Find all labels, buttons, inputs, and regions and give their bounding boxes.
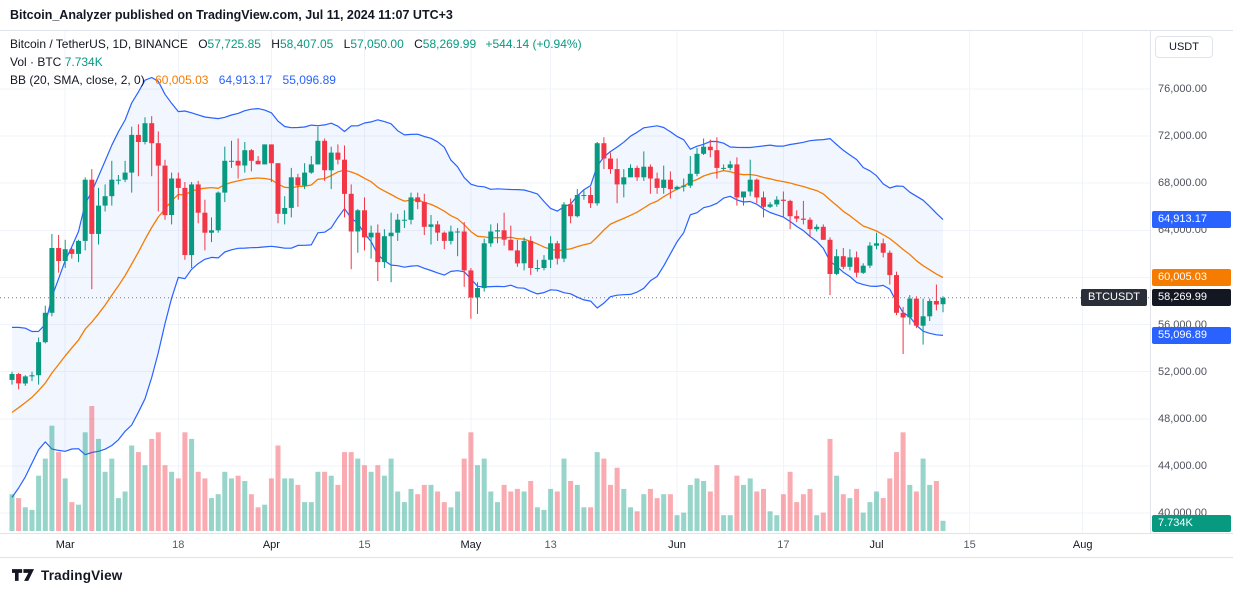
- open-label: O: [198, 37, 208, 51]
- symbol-legend-row: Bitcoin / TetherUS, 1D, BINANCE O57,725.…: [10, 35, 582, 53]
- high-value: 58,407.05: [279, 37, 334, 51]
- attribution-text: Bitcoin_Analyzer published on TradingVie…: [10, 8, 453, 22]
- chart-widget: Bitcoin / TetherUS, 1D, BINANCE O57,725.…: [0, 30, 1233, 534]
- bb-basis-value: 60,005.03: [155, 73, 209, 87]
- volume-badge: 7.734K: [1152, 515, 1231, 532]
- symbol-price-tag: BTCUSDT: [1081, 289, 1147, 307]
- high-label: H: [271, 37, 280, 51]
- time-tick-label: 17: [777, 539, 790, 551]
- close-label: C: [414, 37, 423, 51]
- attribution-bar: Bitcoin_Analyzer published on TradingVie…: [0, 0, 1233, 30]
- currency-toggle[interactable]: USDT: [1155, 36, 1213, 58]
- change-value: +544.14 (+0.94%): [485, 37, 582, 51]
- price-axis[interactable]: USDT 76,000.00 72,000.00 68,000.00 64,000.0…: [1150, 31, 1233, 534]
- time-axis[interactable]: Mar 18 Apr 15 May 13 Jun 17 Jul 15 Aug: [0, 533, 1233, 557]
- last-price-badge: 58,269.99: [1152, 289, 1231, 307]
- price-tick-label: 48,000.00: [1158, 412, 1207, 425]
- low-label: L: [343, 37, 351, 51]
- chart-legend: Bitcoin / TetherUS, 1D, BINANCE O57,725.…: [10, 35, 582, 89]
- price-pane[interactable]: Bitcoin / TetherUS, 1D, BINANCE O57,725.…: [0, 31, 1150, 534]
- time-tick-label: Apr: [262, 539, 280, 551]
- bb-upper-value: 64,913.17: [218, 73, 273, 87]
- candlestick-chart[interactable]: [0, 31, 1150, 534]
- bb-upper-badge: 64,913.17: [1152, 211, 1231, 229]
- bb-indicator-label[interactable]: BB (20, SMA, close, 2, 0): [10, 73, 145, 87]
- bb-legend-row: BB (20, SMA, close, 2, 0) 60,005.03 64,9…: [10, 71, 582, 89]
- time-tick-label: Mar: [55, 539, 75, 551]
- symbol-title[interactable]: Bitcoin / TetherUS, 1D, BINANCE: [10, 37, 188, 51]
- low-value: 57,050.00: [350, 37, 404, 51]
- price-tick-label: 68,000.00: [1158, 177, 1207, 190]
- time-tick-label: Jul: [869, 539, 884, 551]
- bb-basis-badge: 60,005.03: [1152, 268, 1231, 286]
- footer-bar: TradingView: [0, 557, 1233, 592]
- time-tick-label: 15: [963, 539, 976, 551]
- time-tick-label: Jun: [668, 539, 686, 551]
- time-tick-label: 18: [172, 539, 185, 551]
- time-tick-label: Aug: [1072, 539, 1093, 551]
- tradingview-logo-icon[interactable]: [12, 569, 34, 581]
- volume-legend-row: Vol · BTC 7.734K: [10, 53, 582, 71]
- price-tick-label: 72,000.00: [1158, 130, 1207, 143]
- close-value: 58,269.99: [422, 37, 477, 51]
- price-tick-label: 44,000.00: [1158, 459, 1207, 472]
- time-tick-label: 13: [544, 539, 557, 551]
- tradingview-brand[interactable]: TradingView: [41, 567, 123, 583]
- time-tick-label: May: [460, 539, 482, 551]
- volume-indicator-value: 7.734K: [64, 55, 103, 69]
- price-tick-label: 76,000.00: [1158, 83, 1207, 95]
- volume-indicator-label[interactable]: Vol · BTC: [10, 55, 62, 69]
- time-tick-label: 15: [358, 539, 371, 551]
- bb-lower-value: 55,096.89: [282, 73, 336, 87]
- price-tick-label: 52,000.00: [1158, 365, 1207, 378]
- bb-lower-badge: 55,096.89: [1152, 326, 1231, 344]
- open-value: 57,725.85: [207, 37, 261, 51]
